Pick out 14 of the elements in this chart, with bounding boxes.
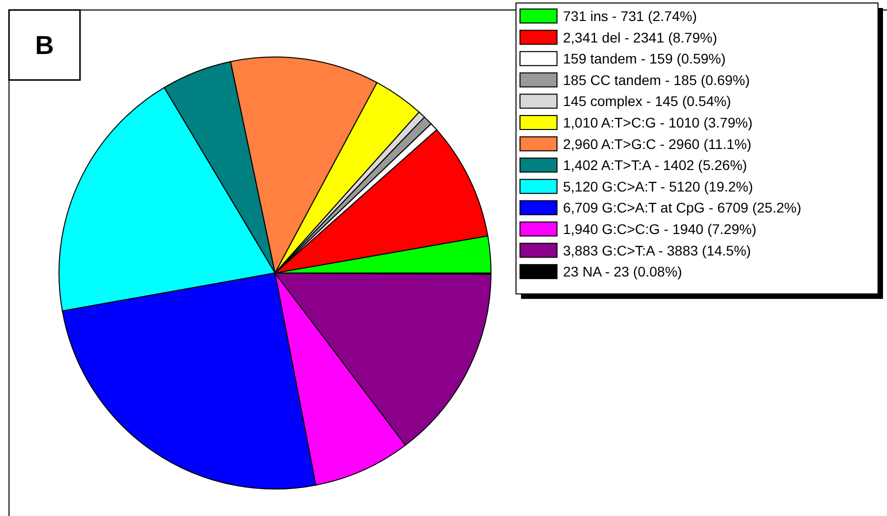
legend-label: 145 complex - 145 (0.54%) bbox=[563, 93, 732, 110]
legend-label: 1,940 G:C>C:G - 1940 (7.29%) bbox=[563, 221, 756, 237]
legend-label: 2,960 A:T>G:C - 2960 (11.1%) bbox=[563, 136, 752, 152]
text: B bbox=[35, 30, 54, 60]
legend-label: 159 tandem - 159 (0.59%) bbox=[563, 50, 726, 67]
legend-label: 1,010 A:T>C:G - 1010 (3.79%) bbox=[563, 114, 752, 130]
legend-label: 23 NA - 23 (0.08%) bbox=[563, 264, 682, 280]
legend-label: 5,120 G:C>A:T - 5120 (19.2%) bbox=[563, 178, 754, 194]
legend-label: 731 ins - 731 (2.74%) bbox=[563, 8, 697, 24]
legend-label: 1,402 A:T>T:A - 1402 (5.26%) bbox=[563, 157, 748, 174]
legend-label: 6,709 G:C>A:T at CpG - 6709 (25.2%) bbox=[563, 200, 802, 216]
legend-label: 185 CC tandem - 185 (0.69%) bbox=[563, 72, 750, 88]
legend-label: 3,883 G:C>T:A - 3883 (14.5%) bbox=[563, 242, 751, 258]
legend-label: 2,341 del - 2341 (8.79%) bbox=[563, 29, 718, 46]
